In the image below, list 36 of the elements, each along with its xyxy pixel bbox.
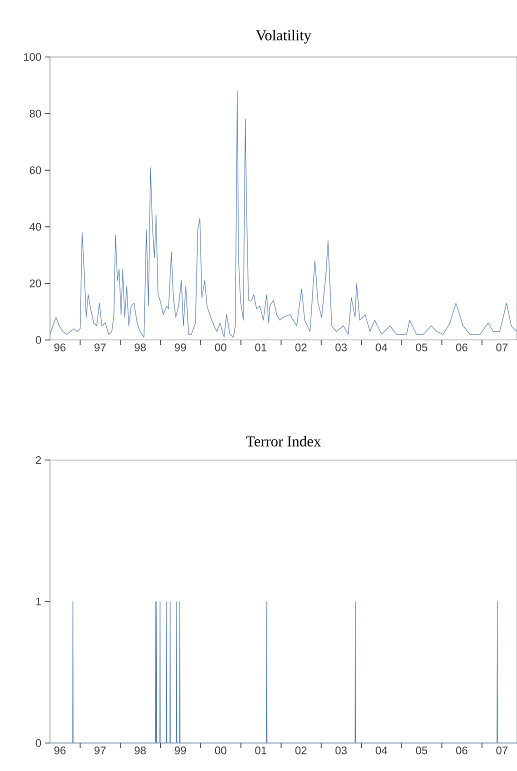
y-tick-label: 0 — [36, 336, 42, 344]
x-tick-label: 04 — [376, 344, 388, 352]
x-tick-label: 01 — [255, 344, 266, 352]
x-tick-label: 99 — [174, 344, 186, 352]
x-tick-label: 06 — [456, 344, 468, 352]
y-tick-label: 80 — [30, 110, 42, 118]
x-tick-label: 99 — [174, 746, 186, 754]
y-tick-label: 0 — [36, 739, 42, 747]
x-tick-label: 02 — [295, 746, 307, 754]
x-tick-label: 05 — [416, 746, 428, 754]
y-tick-label: 2 — [36, 456, 41, 464]
y-tick-label: 1 — [36, 598, 41, 606]
x-tick-label: 97 — [94, 746, 106, 754]
y-tick-label: 60 — [30, 166, 42, 174]
x-tick-label: 01 — [255, 746, 266, 754]
x-tick-label: 06 — [456, 746, 468, 754]
y-tick-label: 100 — [24, 53, 42, 61]
x-tick-label: 97 — [94, 344, 106, 352]
x-tick-label: 02 — [295, 344, 307, 352]
chart-title: Volatility — [256, 30, 312, 44]
x-tick-label: 07 — [496, 344, 508, 352]
x-tick-label: 00 — [214, 746, 226, 754]
x-tick-label: 05 — [416, 344, 428, 352]
x-tick-label: 00 — [214, 344, 226, 352]
x-tick-label: 04 — [376, 746, 388, 754]
x-tick-label: 03 — [335, 746, 347, 754]
x-tick-label: 03 — [335, 344, 347, 352]
x-tick-label: 96 — [54, 746, 66, 754]
line-series — [50, 90, 517, 338]
x-tick-label: 07 — [496, 746, 508, 754]
chart-title: Terror Index — [246, 436, 321, 446]
x-tick-label: 98 — [134, 746, 146, 754]
x-tick-label: 96 — [54, 344, 66, 352]
y-tick-label: 20 — [30, 280, 42, 288]
x-tick-label: 98 — [134, 344, 146, 352]
y-tick-label: 40 — [30, 222, 42, 231]
